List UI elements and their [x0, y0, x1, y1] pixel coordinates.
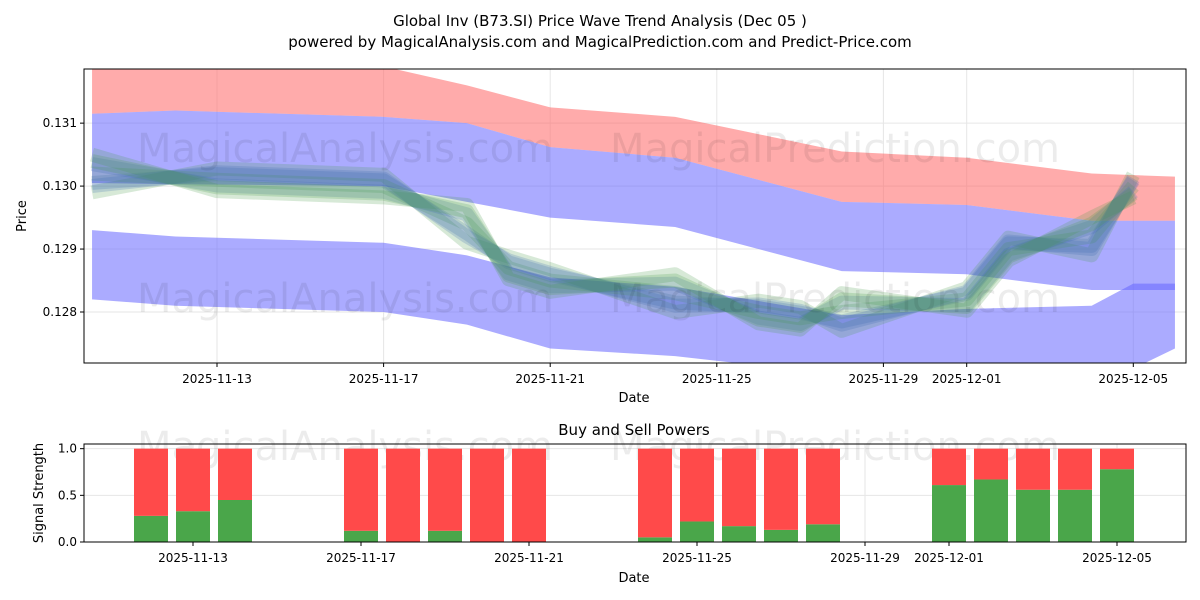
sell-bar: [512, 448, 546, 542]
sell-bar: [932, 448, 966, 486]
x-axis-label: Date: [618, 391, 649, 406]
y-tick-label: 0.131: [43, 116, 77, 130]
x-tick-label: 2025-11-25: [662, 551, 732, 565]
buy-bar: [176, 511, 210, 542]
sell-bar: [1058, 448, 1092, 490]
wave-line: [91, 166, 1139, 326]
red-band: [92, 69, 1175, 221]
buy-bar: [932, 485, 966, 542]
buy-bar: [1016, 489, 1050, 542]
sell-bar: [470, 448, 504, 542]
wave-line: [91, 167, 1140, 329]
plot-frame: [83, 68, 1187, 364]
sell-bar: [638, 448, 672, 538]
wave-line: [90, 161, 1140, 338]
y-tick-label: 1.0: [58, 442, 77, 456]
buy-bar: [680, 521, 714, 542]
sell-bar: [722, 448, 756, 527]
buy-bar: [638, 537, 672, 542]
sell-bar: [428, 448, 462, 531]
y-tick-label: 0.129: [43, 242, 77, 256]
chart-title: Global Inv (B73.SI) Price Wave Trend Ana…: [393, 12, 807, 30]
buy-bar: [1058, 489, 1092, 542]
buy-bar: [134, 515, 168, 542]
sell-bar: [680, 448, 714, 522]
wave-line: [90, 154, 1138, 333]
x-tick-label: 2025-11-21: [494, 551, 564, 565]
sell-bar: [176, 448, 210, 512]
plot-area: MagicalAnalysis.com MagicalAnalysis.com Ma…: [90, 69, 1175, 363]
signal-chart: 0.0 0.5 1.0 2025-11-13 2025-11-17 2025-11-21 2…: [58, 424, 1187, 565]
sell-bar: [344, 448, 378, 531]
watermark: MagicalAnalysis.com: [137, 276, 553, 322]
watermark: MagicalAnalysis.com: [137, 126, 553, 172]
y-tick-label: 0.130: [43, 179, 77, 193]
price-chart: 0.128 0.129 0.130 0.131 2025-11-13 2025-11-17…: [43, 68, 1187, 386]
plot-frame: [83, 443, 1187, 543]
buy-bar: [722, 526, 756, 542]
buy-bar: [218, 500, 252, 542]
x-tick-label: 2025-11-17: [326, 551, 396, 565]
sell-bar: [764, 448, 798, 530]
x-tick-label: 2025-11-13: [158, 551, 228, 565]
bar-x-axis-label: Date: [618, 571, 649, 586]
x-tick-label: 2025-12-01: [914, 551, 984, 565]
x-tick-label: 2025-12-05: [1082, 551, 1152, 565]
bar-y-axis-label: Signal Strength: [32, 443, 47, 543]
bar-chart-title: Buy and Sell Powers: [558, 421, 710, 439]
x-tick-label: 2025-11-25: [682, 372, 752, 386]
sell-bar: [1100, 448, 1134, 470]
watermark: MagicalPrediction.com: [610, 276, 1060, 322]
y-tick-label: 0.128: [43, 305, 77, 319]
sell-bar: [974, 448, 1008, 480]
buy-bar: [764, 529, 798, 542]
wave-line: [90, 147, 1137, 337]
x-tick-label: 2025-11-29: [830, 551, 900, 565]
sell-bar: [1016, 448, 1050, 490]
y-axis-label: Price: [15, 200, 30, 232]
y-tick-label: 0.5: [58, 488, 77, 502]
buy-bar: [1100, 469, 1134, 542]
chart-subtitle: powered by MagicalAnalysis.com and Magic…: [288, 33, 912, 51]
x-tick-label: 2025-11-13: [182, 372, 252, 386]
x-tick-label: 2025-11-29: [849, 372, 919, 386]
buy-bar: [806, 524, 840, 542]
sell-bar: [218, 448, 252, 500]
sell-bar: [386, 448, 420, 542]
y-tick-label: 0.0: [58, 535, 77, 549]
x-tick-label: 2025-12-01: [932, 372, 1002, 386]
buy-bar: [428, 530, 462, 542]
wave-line: [90, 157, 1138, 331]
x-tick-label: 2025-12-05: [1098, 372, 1168, 386]
buy-bar: [974, 479, 1008, 542]
blue-upper-band: [92, 110, 1175, 290]
watermark: MagicalPrediction.com: [610, 126, 1060, 172]
wave-line: [91, 165, 1140, 332]
x-tick-label: 2025-11-21: [515, 372, 585, 386]
x-tick-label: 2025-11-17: [349, 372, 419, 386]
blue-lower-band: [92, 230, 1175, 363]
sell-bar: [806, 448, 840, 525]
sell-bar: [134, 448, 168, 516]
buy-bar: [344, 530, 378, 542]
